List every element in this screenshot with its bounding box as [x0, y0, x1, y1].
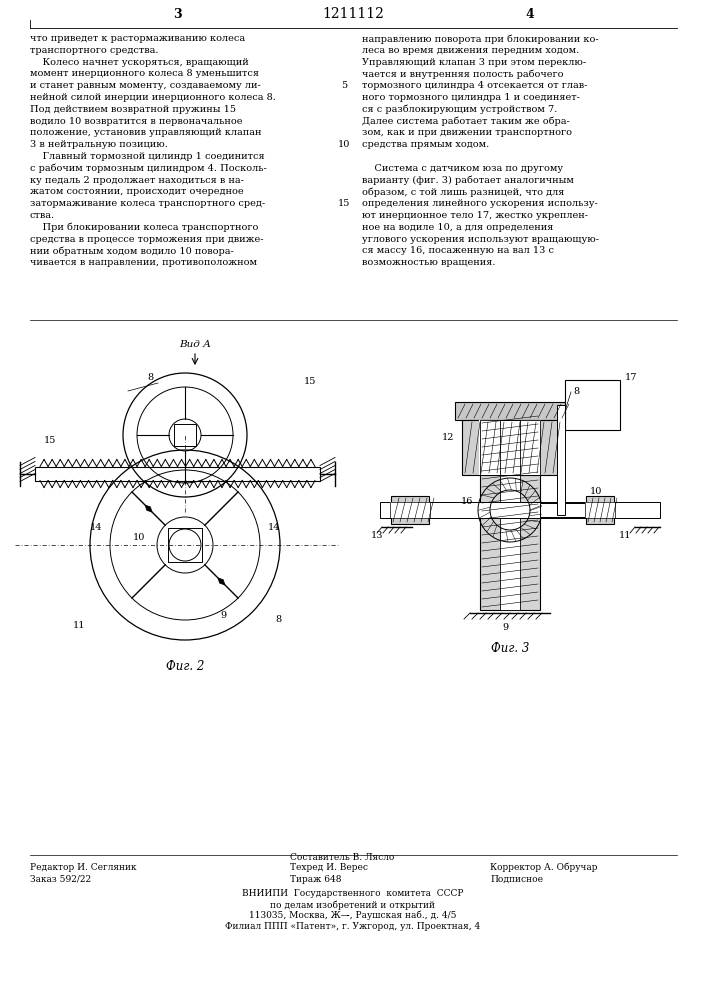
Text: При блокировании колеса транспортного: При блокировании колеса транспортного	[30, 223, 258, 232]
Text: Техред И. Верес: Техред И. Верес	[290, 863, 368, 872]
Text: Управляющий клапан 3 при этом переклю-: Управляющий клапан 3 при этом переклю-	[362, 58, 586, 67]
Polygon shape	[145, 505, 152, 512]
Text: 13: 13	[370, 532, 383, 540]
Bar	[380, 502, 660, 518]
Bar	[390, 502, 430, 518]
Text: 10: 10	[338, 140, 350, 149]
Text: средства прямым ходом.: средства прямым ходом.	[362, 140, 489, 149]
Text: 17: 17	[625, 372, 638, 381]
Text: Филиал ППП «Патент», г. Ужгород, ул. Проектная, 4: Филиал ППП «Патент», г. Ужгород, ул. Про…	[226, 922, 481, 931]
Text: тормозного цилиндра 4 отсекается от глав-: тормозного цилиндра 4 отсекается от глав…	[362, 81, 588, 90]
Text: 15: 15	[44, 436, 56, 445]
Text: Составитель В. Лясло: Составитель В. Лясло	[290, 853, 395, 862]
Text: Тираж 648: Тираж 648	[290, 875, 341, 884]
Text: транспортного средства.: транспортного средства.	[30, 46, 158, 55]
Text: ства.: ства.	[30, 211, 55, 220]
Text: зом, как и при движении транспортного: зом, как и при движении транспортного	[362, 128, 572, 137]
Bar	[479, 420, 541, 475]
Text: ное на водиле 10, а для определения: ное на водиле 10, а для определения	[362, 223, 554, 232]
Bar	[462, 420, 558, 475]
Text: 9: 9	[220, 610, 226, 619]
Bar	[455, 402, 565, 420]
Text: момент инерционного колеса 8 уменьшится: момент инерционного колеса 8 уменьшится	[30, 69, 259, 78]
Text: чается и внутренняя полость рабочего: чается и внутренняя полость рабочего	[362, 69, 563, 79]
Text: направлению поворота при блокировании ко-: направлению поворота при блокировании ко…	[362, 34, 599, 43]
Text: 16: 16	[461, 497, 473, 506]
Text: нейной силой инерции инерционного колеса 8.: нейной силой инерции инерционного колеса…	[30, 93, 276, 102]
Bar	[540, 503, 600, 517]
Text: Редактор И. Сегляник: Редактор И. Сегляник	[30, 863, 136, 872]
Text: Колесо начнет ускоряться, вращающий: Колесо начнет ускоряться, вращающий	[30, 58, 249, 67]
Bar	[500, 420, 520, 610]
Text: 15: 15	[304, 376, 316, 385]
Text: Корректор А. Обручар: Корректор А. Обручар	[490, 863, 597, 872]
Text: образом, с той лишь разницей, что для: образом, с той лишь разницей, что для	[362, 187, 564, 197]
Text: 3 в нейтральную позицию.: 3 в нейтральную позицию.	[30, 140, 168, 149]
Text: положение, установив управляющий клапан: положение, установив управляющий клапан	[30, 128, 262, 137]
Text: Далее система работает таким же обра-: Далее система работает таким же обра-	[362, 117, 570, 126]
Bar	[174, 424, 196, 446]
Text: Главный тормозной цилиндр 1 соединится: Главный тормозной цилиндр 1 соединится	[30, 152, 264, 161]
Text: 10: 10	[133, 532, 145, 542]
Text: 8: 8	[275, 615, 281, 624]
Text: жатом состоянии, происходит очередное: жатом состоянии, происходит очередное	[30, 187, 244, 196]
Text: Фиг. 3: Фиг. 3	[491, 642, 529, 655]
Text: с рабочим тормозным цилиндром 4. Посколь-: с рабочим тормозным цилиндром 4. Посколь…	[30, 164, 267, 173]
Text: 5: 5	[341, 81, 347, 90]
Text: 10: 10	[590, 487, 602, 495]
Text: что приведет к растормаживанию колеса: что приведет к растормаживанию колеса	[30, 34, 245, 43]
Text: ся с разблокирующим устройством 7.: ся с разблокирующим устройством 7.	[362, 105, 557, 114]
Text: водило 10 возвратится в первоначальное: водило 10 возвратится в первоначальное	[30, 117, 243, 126]
Text: нии обратным ходом водило 10 повора-: нии обратным ходом водило 10 повора-	[30, 246, 234, 256]
Text: Фиг. 2: Фиг. 2	[166, 660, 204, 673]
Text: ВНИИПИ  Государственного  комитета  СССР: ВНИИПИ Государственного комитета СССР	[243, 889, 464, 898]
Bar	[168, 528, 202, 562]
Text: средства в процессе торможения при движе-: средства в процессе торможения при движе…	[30, 235, 264, 244]
Text: 8: 8	[147, 373, 153, 382]
Bar	[480, 420, 540, 475]
Text: 4: 4	[525, 8, 534, 21]
Text: возможностью вращения.: возможностью вращения.	[362, 258, 496, 267]
Bar	[391, 496, 429, 524]
Text: 8: 8	[573, 387, 579, 396]
Text: 15: 15	[338, 199, 350, 208]
Text: ку педаль 2 продолжает находиться в на-: ку педаль 2 продолжает находиться в на-	[30, 176, 244, 185]
Bar	[500, 420, 520, 475]
Text: ного тормозного цилиндра 1 и соединяет-: ного тормозного цилиндра 1 и соединяет-	[362, 93, 580, 102]
Text: чивается в направлении, противоположном: чивается в направлении, противоположном	[30, 258, 257, 267]
Text: 113035, Москва, Ж—̵, Раушская наб., д. 4/5: 113035, Москва, Ж—̵, Раушская наб., д. 4…	[250, 911, 457, 920]
Text: Подписное: Подписное	[490, 875, 543, 884]
Text: 11: 11	[619, 532, 631, 540]
Text: и станет равным моменту, создаваемому ли-: и станет равным моменту, создаваемому ли…	[30, 81, 261, 90]
Text: 11: 11	[73, 620, 85, 630]
Text: 9: 9	[502, 624, 508, 633]
Bar	[565, 380, 620, 430]
Bar	[35, 466, 320, 481]
Bar	[585, 502, 615, 518]
Text: Заказ 592/22: Заказ 592/22	[30, 875, 91, 884]
Bar	[586, 496, 614, 524]
Text: 3: 3	[173, 8, 181, 21]
Text: Вид А: Вид А	[179, 340, 211, 349]
Text: 14: 14	[90, 522, 102, 532]
Polygon shape	[218, 578, 225, 585]
Text: ся массу 16, посаженную на вал 13 с: ся массу 16, посаженную на вал 13 с	[362, 246, 554, 255]
Bar	[585, 502, 615, 518]
Text: определения линейного ускорения использу-: определения линейного ускорения использу…	[362, 199, 597, 208]
Text: по делам изобретений и открытий: по делам изобретений и открытий	[271, 900, 436, 910]
Text: углового ускорения используют вращающую-: углового ускорения используют вращающую-	[362, 235, 599, 244]
Text: 12: 12	[441, 434, 454, 442]
Text: 14: 14	[268, 522, 281, 532]
Text: Система с датчиком юза по другому: Система с датчиком юза по другому	[362, 164, 563, 173]
Text: Под действием возвратной пружины 15: Под действием возвратной пружины 15	[30, 105, 236, 114]
Bar	[480, 420, 540, 610]
Text: 1211112: 1211112	[322, 7, 384, 21]
Text: варианту (фиг. 3) работает аналогичным: варианту (фиг. 3) работает аналогичным	[362, 176, 574, 185]
Text: ют инерционное тело 17, жестко укреплен-: ют инерционное тело 17, жестко укреплен-	[362, 211, 588, 220]
Text: леса во время движения передним ходом.: леса во время движения передним ходом.	[362, 46, 579, 55]
Bar	[557, 405, 565, 515]
Bar	[390, 502, 430, 518]
Text: затормаживание колеса транспортного сред-: затормаживание колеса транспортного сред…	[30, 199, 265, 208]
